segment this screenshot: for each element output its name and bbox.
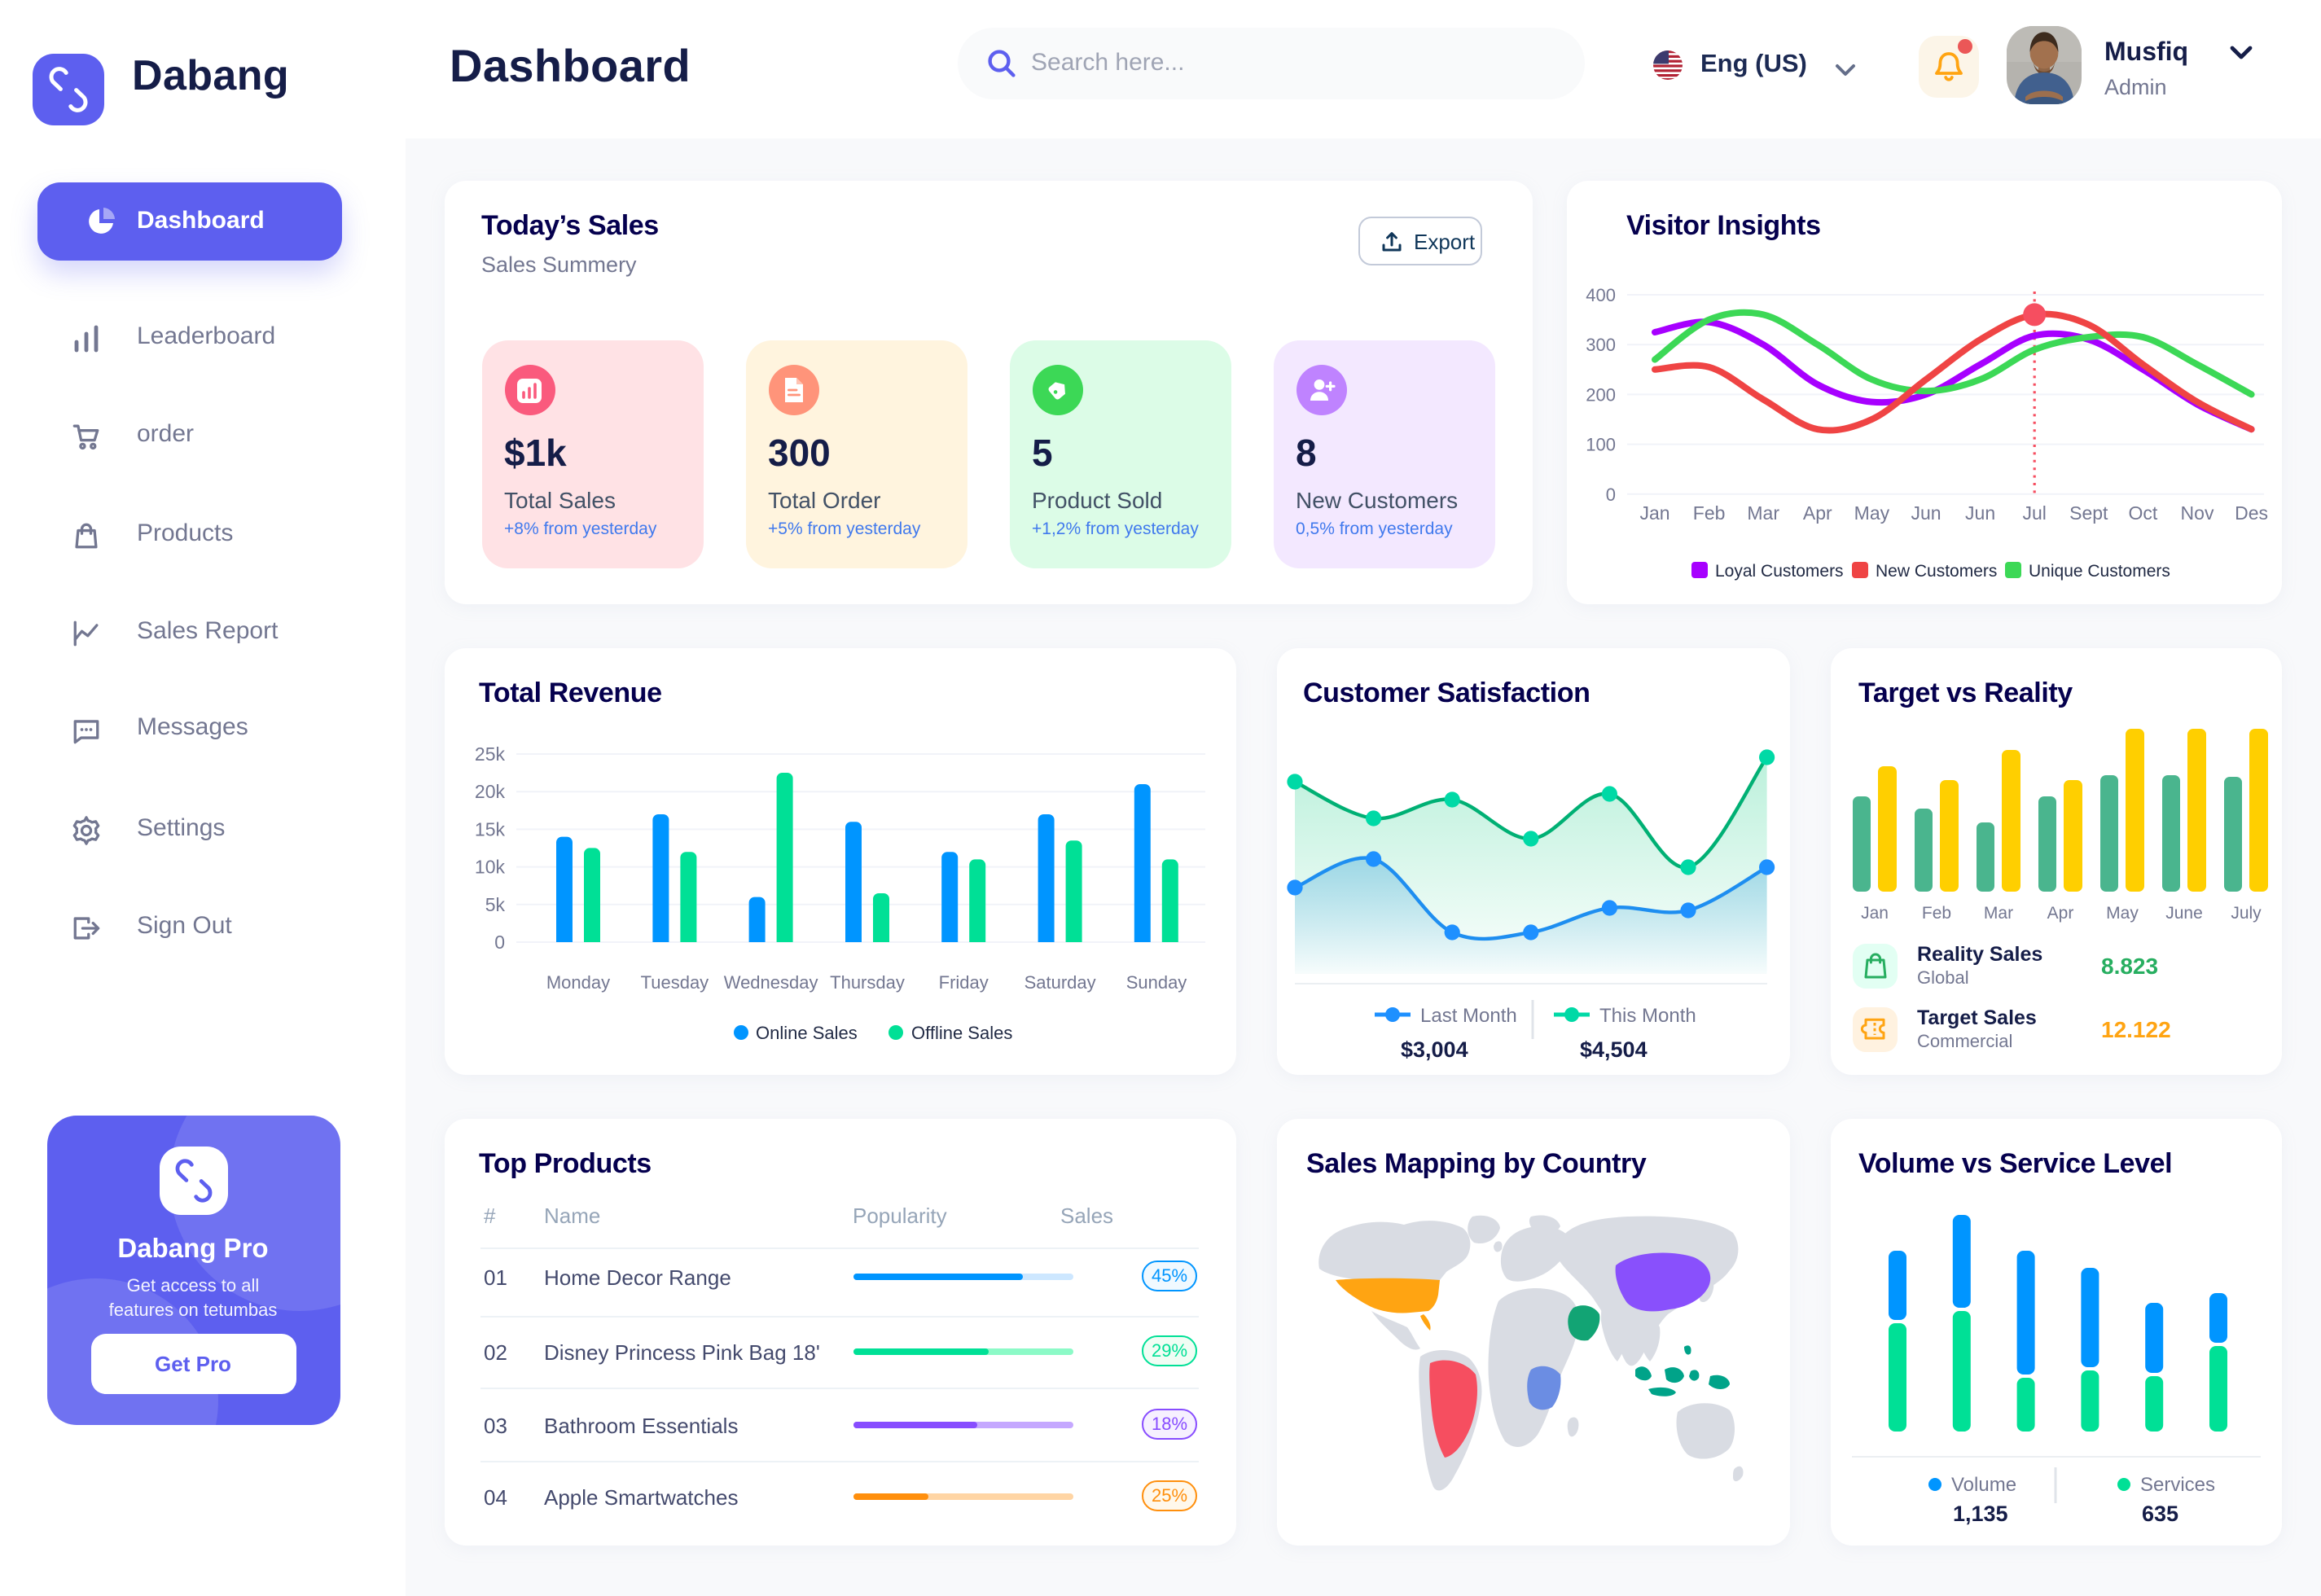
svg-text:Apr: Apr (1802, 502, 1832, 524)
svg-text:100: 100 (1585, 435, 1615, 455)
svg-text:Target Sales: Target Sales (1917, 1006, 2037, 1029)
svg-text:Jun: Jun (1910, 502, 1940, 524)
svg-text:Commercial: Commercial (1917, 1031, 2012, 1051)
svg-text:Jun: Jun (1964, 502, 1994, 524)
svg-text:Jul: Jul (2021, 502, 2045, 524)
svg-text:Tuesday: Tuesday (641, 972, 709, 993)
svg-text:Global: Global (1917, 967, 1969, 988)
svg-text:15k: 15k (475, 818, 506, 840)
svg-text:Oct: Oct (2128, 502, 2157, 524)
svg-text:Mar: Mar (1984, 904, 2013, 923)
svg-text:Nov: Nov (2180, 502, 2214, 524)
svg-text:Feb: Feb (1692, 502, 1725, 524)
svg-text:8.823: 8.823 (2101, 954, 2158, 979)
svg-text:June: June (2165, 904, 2203, 923)
svg-text:Jan: Jan (1639, 502, 1669, 524)
svg-text:Sept: Sept (2069, 502, 2108, 524)
svg-text:Loyal Customers: Loyal Customers (1714, 562, 1843, 581)
svg-text:Unique Customers: Unique Customers (2028, 562, 2170, 581)
svg-text:0: 0 (494, 932, 505, 953)
svg-text:5k: 5k (485, 894, 506, 915)
svg-text:Mar: Mar (1746, 502, 1779, 524)
svg-text:0: 0 (1605, 484, 1615, 505)
svg-text:Saturday: Saturday (1024, 972, 1096, 993)
svg-text:25k: 25k (475, 743, 506, 765)
svg-text:10k: 10k (475, 857, 506, 878)
svg-text:Wednesday: Wednesday (724, 972, 818, 993)
svg-text:Jan: Jan (1861, 904, 1889, 923)
svg-text:Apr: Apr (2047, 904, 2074, 923)
svg-text:300: 300 (1585, 335, 1615, 355)
svg-text:1,135: 1,135 (1953, 1502, 2008, 1526)
svg-text:Des: Des (2234, 502, 2267, 524)
svg-text:400: 400 (1585, 285, 1615, 305)
svg-text:This Month: This Month (1599, 1005, 1696, 1027)
svg-text:20k: 20k (475, 781, 506, 802)
svg-text:Volume: Volume (1951, 1474, 2016, 1496)
svg-text:200: 200 (1585, 384, 1615, 405)
svg-text:Last Month: Last Month (1420, 1005, 1517, 1027)
svg-text:Offline Sales: Offline Sales (911, 1023, 1012, 1043)
svg-text:May: May (1854, 502, 1889, 524)
svg-text:Services: Services (2140, 1474, 2215, 1496)
svg-text:Reality Sales: Reality Sales (1917, 943, 2042, 966)
svg-text:Feb: Feb (1922, 904, 1951, 923)
svg-text:$4,504: $4,504 (1580, 1037, 1648, 1062)
svg-text:Sunday: Sunday (1126, 972, 1187, 993)
svg-text:Monday: Monday (546, 972, 610, 993)
svg-text:Thursday: Thursday (830, 972, 905, 993)
svg-text:May: May (2106, 904, 2139, 923)
svg-text:Friday: Friday (939, 972, 989, 993)
svg-text:July: July (2231, 904, 2262, 923)
svg-text:Online Sales: Online Sales (756, 1023, 858, 1043)
svg-text:12.122: 12.122 (2101, 1017, 2171, 1042)
svg-text:$3,004: $3,004 (1401, 1037, 1468, 1062)
svg-text:635: 635 (2142, 1502, 2178, 1526)
svg-text:New Customers: New Customers (1875, 562, 1996, 581)
